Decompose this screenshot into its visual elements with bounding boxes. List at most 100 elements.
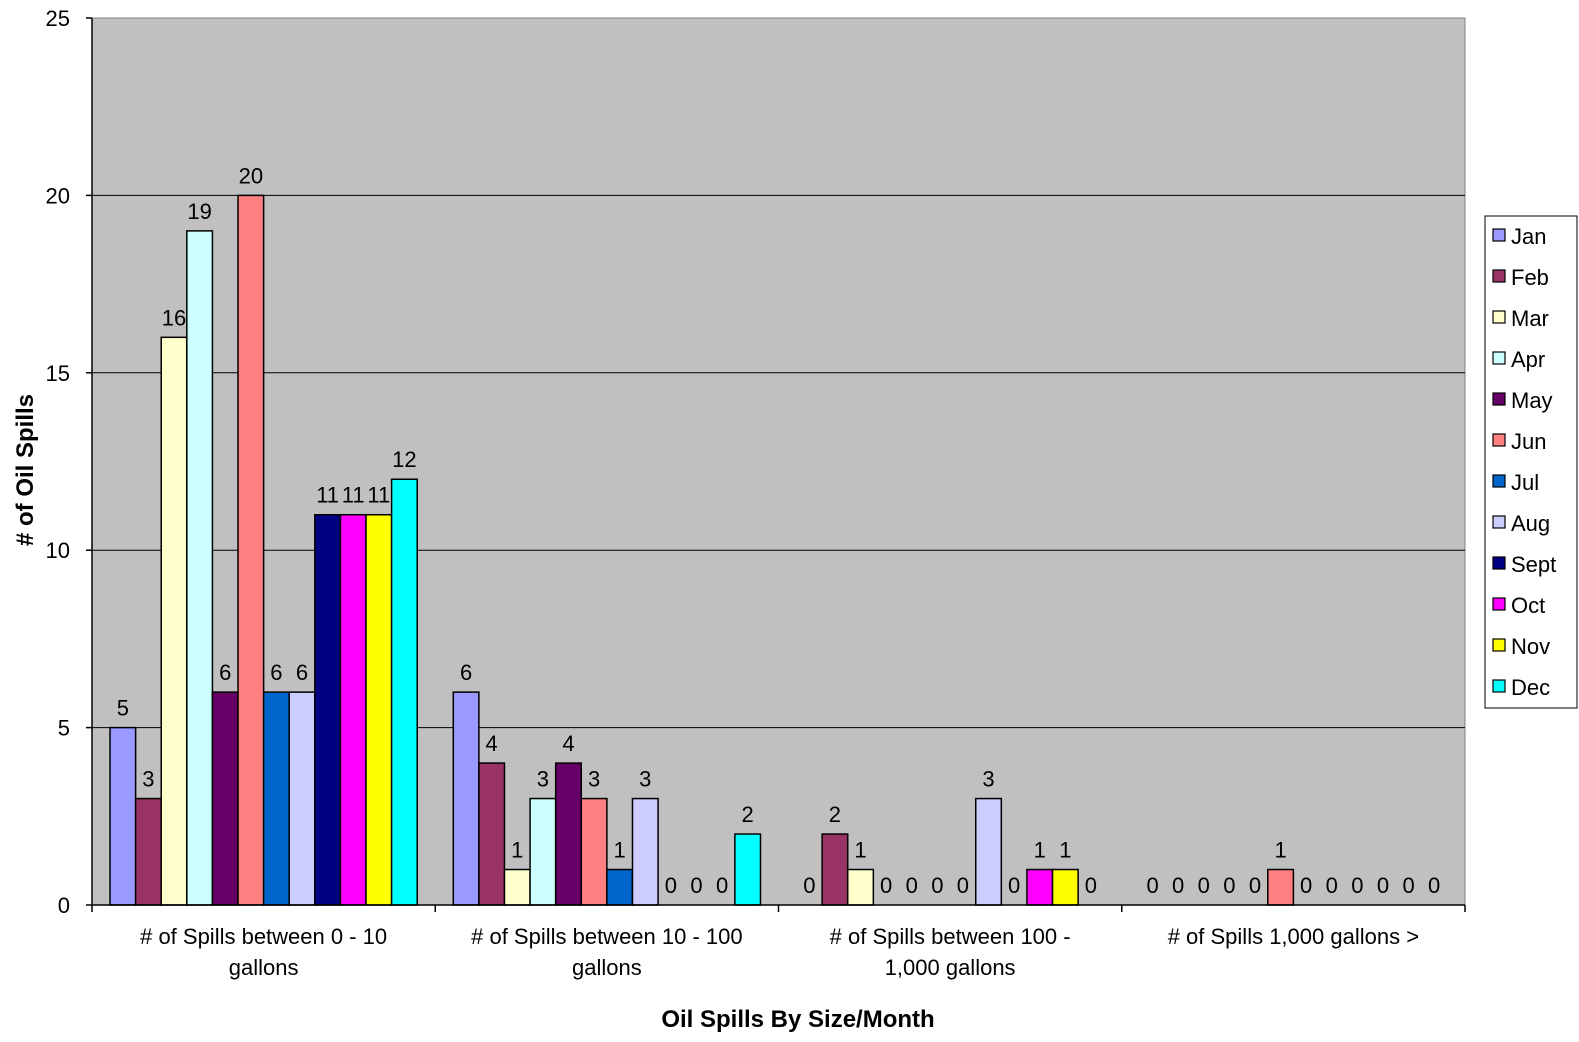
y-axis-title: # of Oil Spills (12, 394, 39, 546)
legend-label: Jan (1511, 224, 1546, 249)
data-label: 3 (982, 767, 994, 792)
bar-apr (186, 230, 214, 906)
legend-label: May (1511, 388, 1553, 413)
data-label: 0 (665, 873, 677, 898)
data-label: 0 (1249, 873, 1261, 898)
data-label: 3 (588, 767, 600, 792)
y-tick-label: 5 (58, 716, 70, 741)
bar-mar (846, 868, 875, 906)
category-label: # of Spills between 10 - 100 (471, 924, 743, 949)
bar-oct (339, 513, 367, 906)
bar-feb (821, 833, 849, 906)
data-label: 12 (392, 447, 416, 472)
data-label: 4 (486, 731, 498, 756)
data-label: 0 (906, 873, 918, 898)
data-label: 11 (367, 483, 390, 508)
legend-swatch (1492, 597, 1506, 611)
data-label: 0 (716, 873, 728, 898)
legend-label: Oct (1511, 593, 1545, 618)
legend-swatch (1492, 515, 1506, 529)
bar-jun (1267, 868, 1295, 906)
bar-jun (580, 797, 608, 906)
data-label: 1 (1034, 838, 1046, 863)
data-label: 0 (1172, 873, 1184, 898)
data-label: 0 (1428, 873, 1440, 898)
data-label: 0 (880, 873, 892, 898)
bar-jan (452, 691, 480, 906)
bar-feb (478, 762, 506, 906)
category-label: 1,000 gallons (885, 955, 1016, 980)
bar-mar (160, 336, 188, 906)
bars (109, 194, 1295, 906)
data-label: 3 (537, 767, 549, 792)
legend-swatch (1492, 679, 1506, 693)
legend-label: Apr (1511, 347, 1545, 372)
data-label: 3 (142, 767, 154, 792)
data-label: 0 (957, 873, 969, 898)
bar-aug (288, 691, 316, 906)
data-label: 19 (187, 199, 211, 224)
bar-nov (365, 513, 393, 906)
legend-swatch (1492, 474, 1506, 488)
data-label: 1 (511, 838, 523, 863)
legend-swatch (1492, 392, 1506, 406)
data-label: 0 (1377, 873, 1389, 898)
data-label: 0 (690, 873, 702, 898)
data-label: 0 (1402, 873, 1414, 898)
bar-jul (262, 691, 290, 906)
data-label: 0 (1146, 873, 1158, 898)
y-tick-label: 25 (46, 6, 70, 31)
bar-may (554, 762, 583, 906)
x-axis-ticks (91, 905, 1466, 912)
bar-oct (1026, 868, 1054, 906)
bar-apr (529, 797, 557, 906)
data-label: 0 (1223, 873, 1235, 898)
category-label: # of Spills between 100 - (830, 924, 1071, 949)
bar-jul (606, 868, 634, 906)
data-label: 1 (614, 838, 626, 863)
y-tick-label: 10 (46, 538, 70, 563)
legend-label: Mar (1511, 306, 1549, 331)
x-axis-title: Oil Spills By Size/Month (661, 1006, 934, 1033)
legend-label: Feb (1511, 265, 1549, 290)
bar-jun (237, 194, 265, 906)
data-label: 0 (1085, 873, 1097, 898)
data-label: 0 (1198, 873, 1210, 898)
bar-nov (1051, 868, 1079, 906)
bar-may (211, 691, 239, 906)
legend-swatch (1492, 638, 1506, 652)
data-label: 2 (742, 802, 754, 827)
bar-sept (314, 513, 342, 906)
legend-label: Dec (1511, 675, 1550, 700)
data-label: 0 (1326, 873, 1338, 898)
y-tick-label: 15 (46, 361, 70, 386)
legend-label: Aug (1511, 511, 1550, 536)
bar-dec (734, 833, 762, 906)
data-label: 1 (1059, 838, 1071, 863)
data-label: 0 (1008, 873, 1020, 898)
legend-swatch (1492, 556, 1506, 570)
data-label: 1 (1274, 838, 1286, 863)
y-tick-label: 0 (58, 893, 70, 918)
bar-aug (631, 797, 659, 906)
category-label: # of Spills 1,000 gallons > (1168, 924, 1419, 949)
bar-mar (503, 868, 531, 906)
data-label: 5 (117, 696, 129, 721)
category-label: # of Spills between 0 - 10 (140, 924, 387, 949)
category-label: gallons (229, 955, 299, 980)
data-label: 4 (562, 731, 574, 756)
bar-jan (109, 726, 137, 906)
category-labels: # of Spills between 0 - 10 gallons # of Sp… (140, 924, 1419, 980)
bar-dec (390, 478, 418, 906)
data-label: 20 (239, 163, 263, 188)
data-label: 3 (639, 767, 651, 792)
data-label: 11 (316, 483, 339, 508)
data-label: 6 (219, 660, 231, 685)
legend-swatch (1492, 351, 1506, 365)
legend: Jan Feb Mar Apr May Jun Jul Aug Sept Oct Nov Dec (1484, 215, 1578, 709)
data-label: 6 (270, 660, 282, 685)
legend-label: Sept (1511, 552, 1556, 577)
data-label: 2 (829, 802, 841, 827)
data-label: 6 (460, 660, 472, 685)
